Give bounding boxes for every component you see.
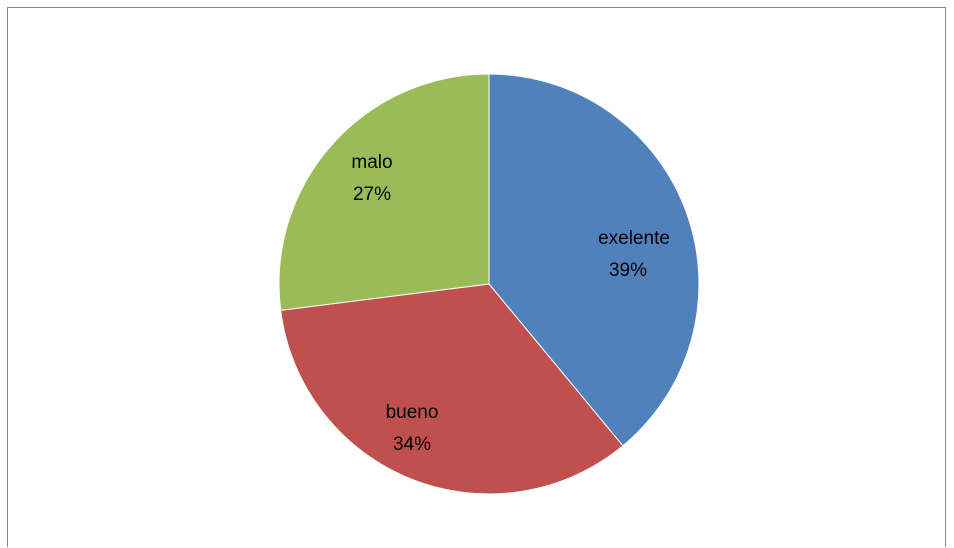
slice-label-name-exelente: exelente	[598, 228, 670, 249]
slice-label-percent-malo: 27%	[353, 184, 391, 205]
slice-label-percent-bueno: 34%	[393, 434, 431, 455]
pie-slice-malo	[278, 73, 490, 311]
pie-slice-exelente	[488, 73, 700, 447]
pie-slice-bueno	[280, 283, 624, 495]
slice-label-name-bueno: bueno	[386, 402, 439, 423]
slice-label-name-malo: malo	[351, 152, 392, 173]
slice-label-percent-exelente: 39%	[609, 260, 647, 281]
